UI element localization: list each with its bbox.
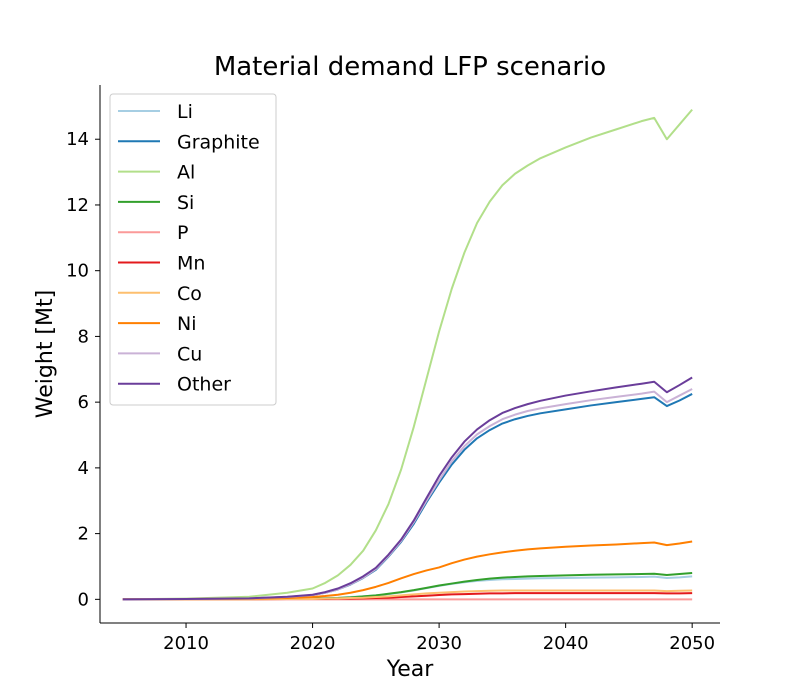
series-line-other — [122, 376, 693, 601]
legend-label-cu: Cu — [177, 343, 202, 365]
legend-label-graphite: Graphite — [177, 131, 260, 153]
legend-label-ni: Ni — [177, 313, 197, 335]
legend-label-other: Other — [177, 374, 231, 396]
y-tick-label: 8 — [78, 326, 89, 347]
y-axis-title: Weight [Mt] — [33, 290, 58, 418]
legend-label-p: P — [177, 222, 188, 244]
legend: Li Graphite Al Si P Mn Co Ni Cu Other — [109, 93, 277, 406]
ticks: 2010 2020 2030 2040 2050 0 2 4 6 8 10 12 14 — [66, 129, 715, 654]
y-tick-label: 2 — [78, 524, 89, 545]
x-tick-label: 2050 — [669, 633, 715, 654]
series-line-graphite — [122, 393, 693, 601]
series-line-ni — [122, 540, 693, 601]
legend-label-li: Li — [177, 101, 193, 123]
legend-label-mn: Mn — [177, 253, 205, 275]
chart-title: Material demand LFP scenario — [214, 52, 606, 82]
x-tick-label: 2020 — [290, 633, 336, 654]
y-tick-label: 12 — [66, 195, 89, 216]
legend-label-co: Co — [177, 283, 202, 305]
x-tick-label: 2010 — [163, 633, 209, 654]
legend-label-al: Al — [177, 162, 195, 184]
x-axis-title: Year — [386, 657, 435, 682]
y-tick-label: 10 — [66, 261, 89, 282]
y-tick-label: 0 — [78, 589, 89, 610]
x-tick-label: 2030 — [416, 633, 462, 654]
x-tick-label: 2040 — [543, 633, 589, 654]
series-line-co — [122, 589, 693, 601]
y-tick-label: 14 — [66, 129, 89, 150]
y-tick-label: 6 — [78, 392, 89, 413]
legend-label-si: Si — [177, 192, 194, 214]
series-lines — [122, 109, 693, 601]
series-line-cu — [122, 388, 693, 601]
y-tick-label: 4 — [78, 458, 89, 479]
series-line-al — [122, 109, 693, 601]
